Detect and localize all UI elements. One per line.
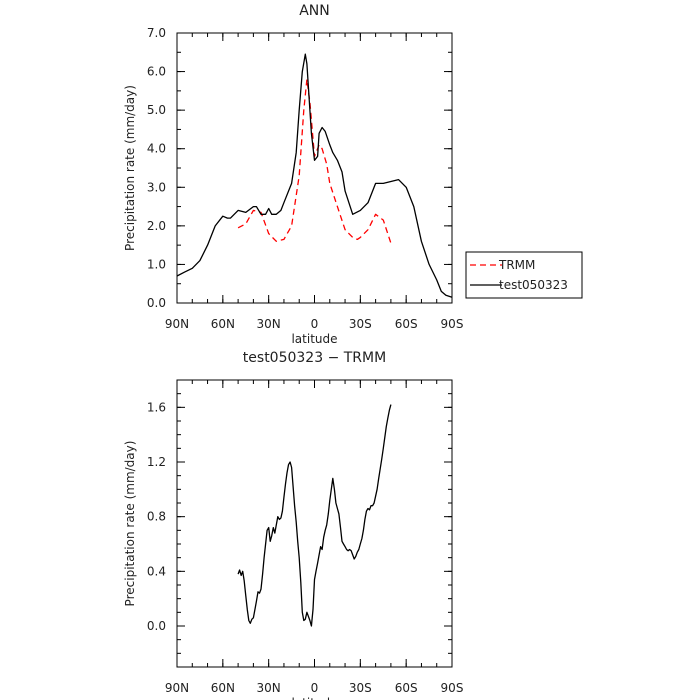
plot-frame — [176, 379, 453, 668]
x-tick-label: 30S — [349, 317, 372, 331]
x-tick-label: 30N — [257, 681, 281, 695]
x-axis-label: latitude — [291, 332, 337, 346]
legend-label: TRMM — [498, 258, 535, 272]
legend-box — [465, 251, 583, 299]
y-tick-label: 0.4 — [147, 564, 166, 578]
chart-title: test050323 − TRMM — [243, 350, 386, 366]
x-tick-label: 90N — [165, 317, 189, 331]
y-tick-label: 1.6 — [147, 400, 166, 414]
x-tick-label: 0 — [311, 681, 319, 695]
x-axis-label: latitude — [291, 696, 337, 700]
y-tick-label: 1.2 — [147, 455, 166, 469]
series-line-difference — [237, 404, 392, 627]
y-tick-label: 0.0 — [147, 619, 166, 633]
y-axis-label: Precipitation rate (mm/day) — [123, 441, 137, 607]
x-tick-label: 30N — [257, 317, 281, 331]
y-tick-label: 0.0 — [147, 296, 166, 310]
y-tick-label: 1.0 — [147, 257, 166, 271]
y-tick-label: 6.0 — [147, 65, 166, 79]
x-tick-label: 60N — [211, 681, 235, 695]
x-tick-label: 90N — [165, 681, 189, 695]
x-tick-label: 60S — [395, 317, 418, 331]
chart-panel-2: 90N 60N 30N 0 30S 60S 90S 0.0 0.4 0.8 1.2 1.6 test05… — [123, 350, 463, 700]
legend-label: test050323 — [499, 278, 568, 292]
y-tick-label: 2.0 — [147, 219, 166, 233]
y-tick-label: 4.0 — [147, 142, 166, 156]
x-tick-label: 90S — [441, 681, 464, 695]
x-tick-label: 30S — [349, 681, 372, 695]
series-line-test050323 — [176, 53, 453, 298]
y-tick-label: 3.0 — [147, 180, 166, 194]
y-tick-label: 5.0 — [147, 103, 166, 117]
y-axis-label: Precipitation rate (mm/day) — [123, 85, 137, 251]
series-line-trmm — [237, 78, 392, 244]
x-tick-label: 60N — [211, 317, 235, 331]
chart-title: ANN — [299, 3, 330, 19]
x-tick-label: 60S — [395, 681, 418, 695]
legend: TRMM test050323 — [465, 251, 583, 299]
x-tick-label: 90S — [441, 317, 464, 331]
chart-panel-1: 90N 60N 30N 0 30S 60S 90S 0.0 1.0 2.0 3.0 4.0 5.0 6.0… — [123, 3, 583, 346]
plot-frame — [176, 32, 453, 304]
x-tick-label: 0 — [311, 317, 319, 331]
y-tick-label: 7.0 — [147, 26, 166, 40]
y-tick-label: 0.8 — [147, 510, 166, 524]
